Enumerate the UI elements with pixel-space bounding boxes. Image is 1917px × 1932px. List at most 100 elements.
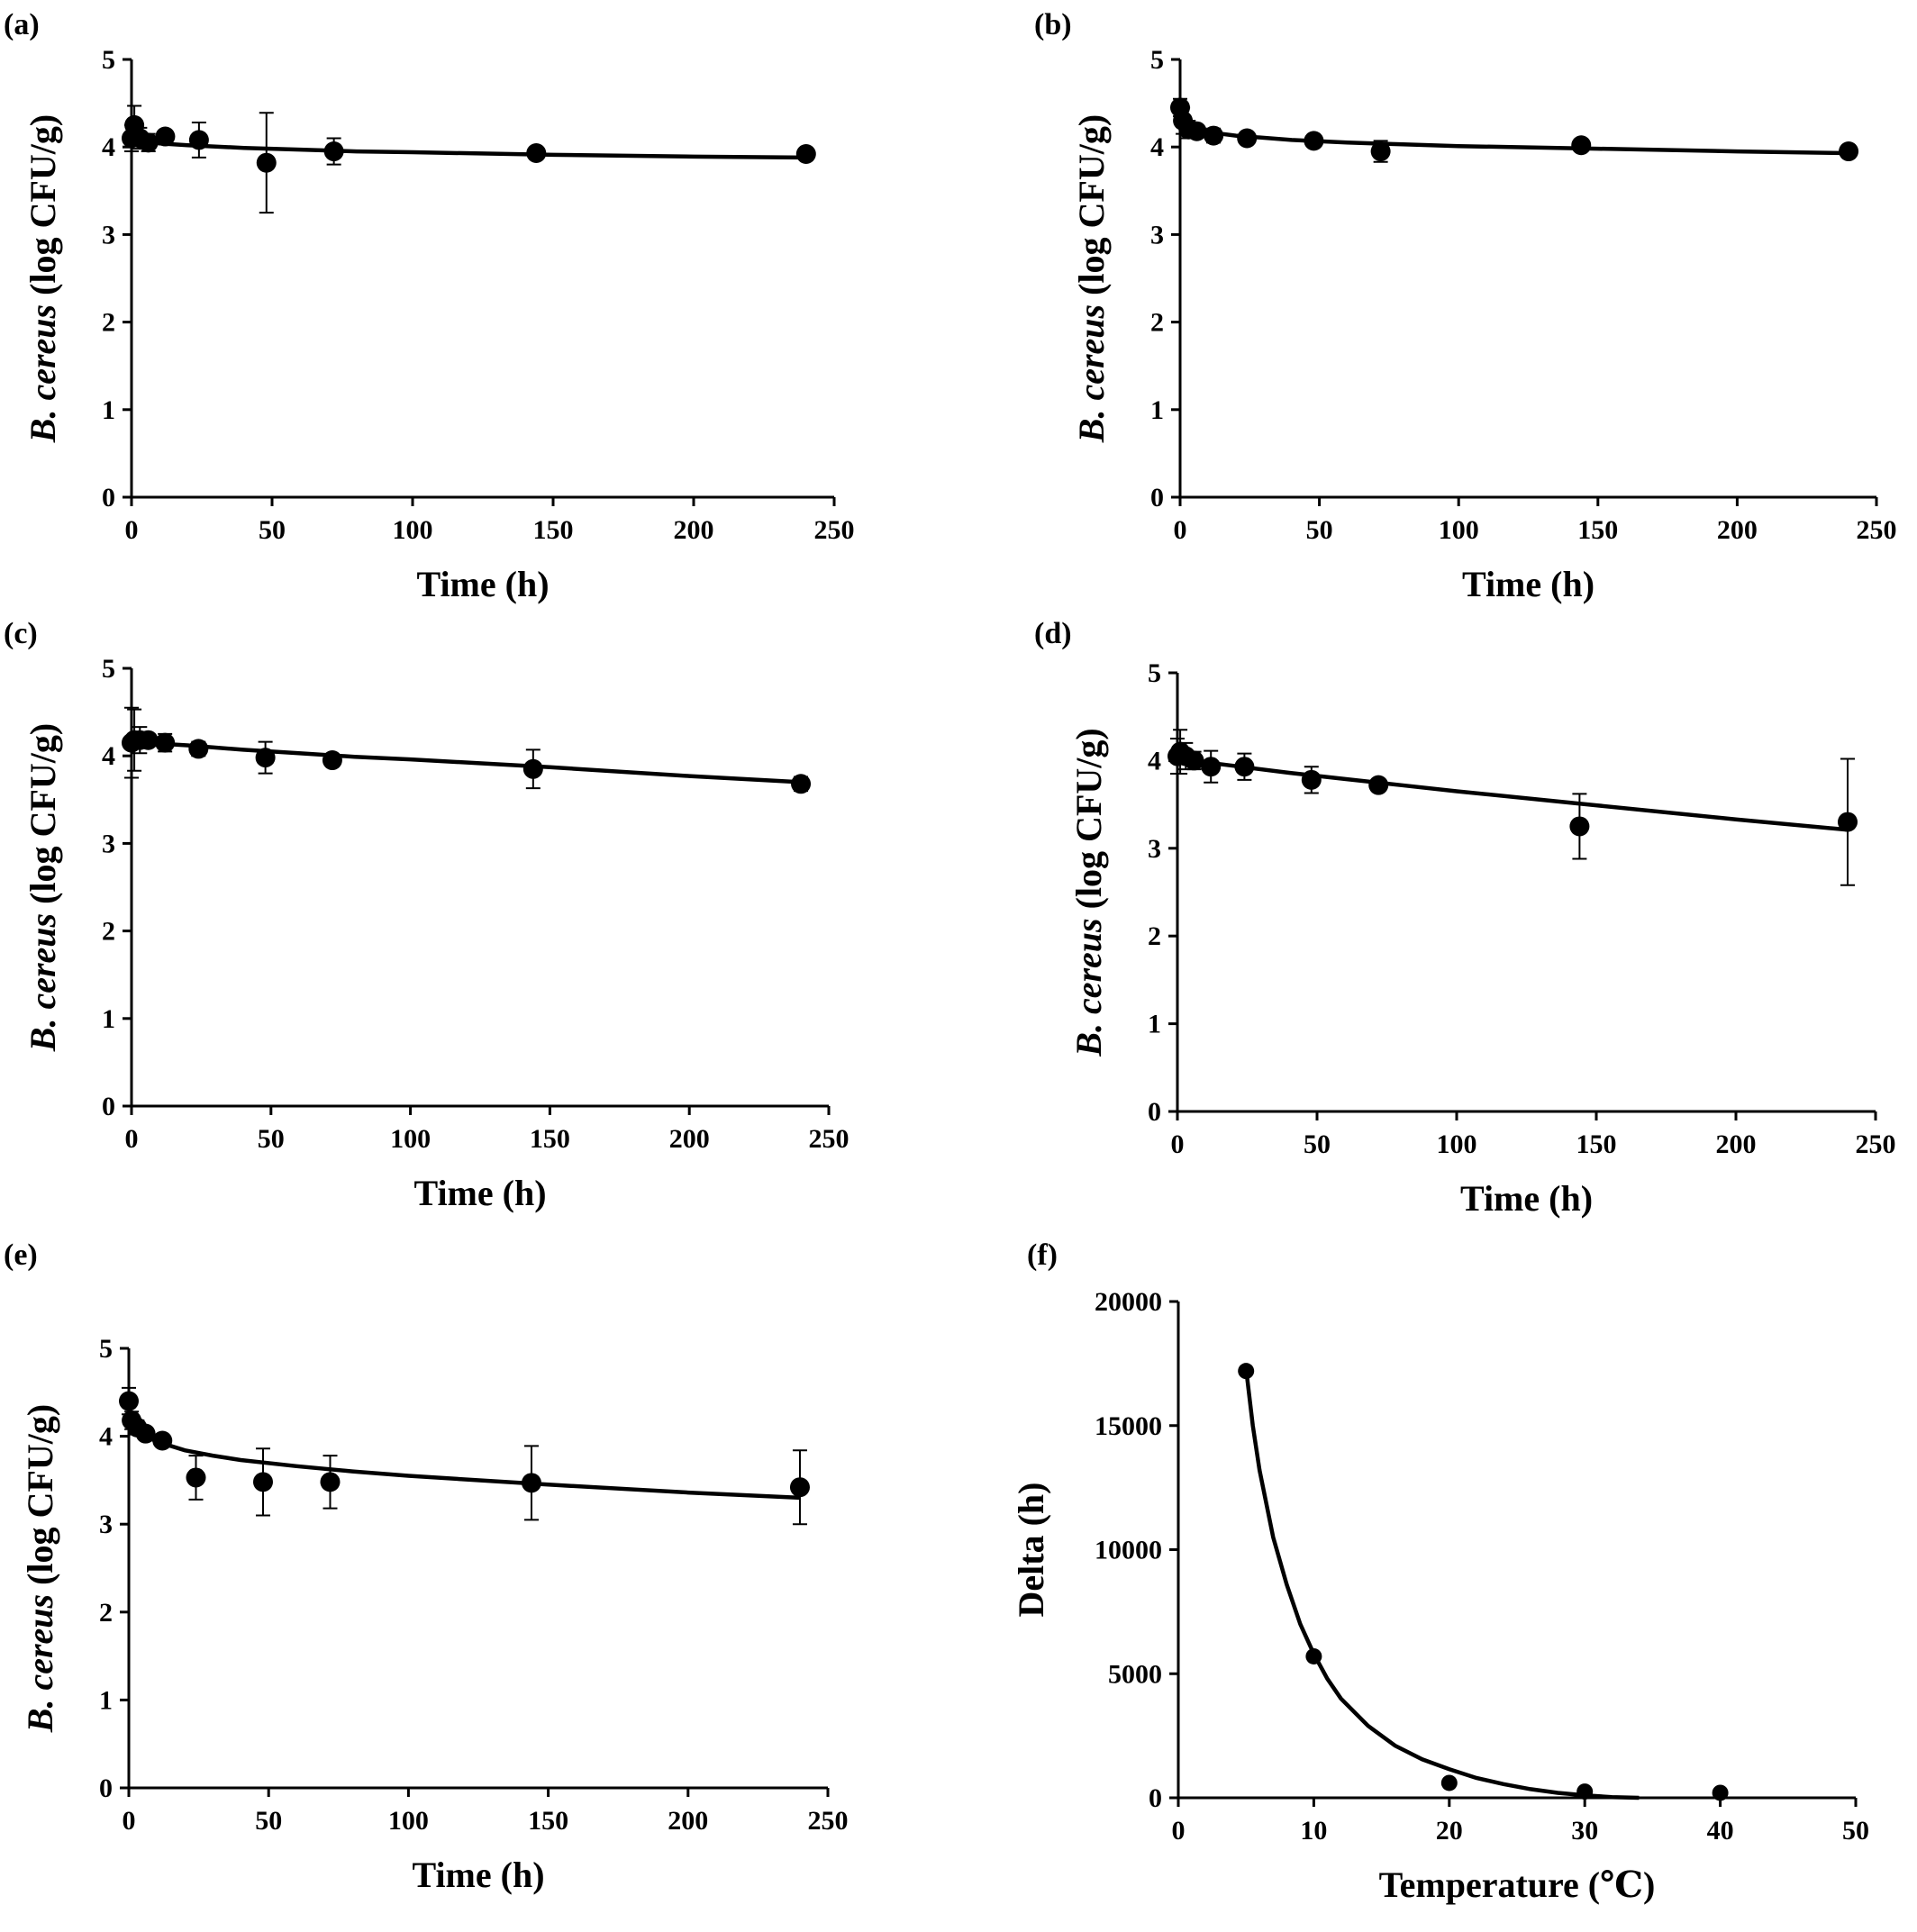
y-axis-title: B. cereus (log CFU/g) <box>23 114 63 443</box>
y-tick-label: 4 <box>102 132 115 162</box>
axes <box>130 59 834 499</box>
data-point <box>155 126 176 147</box>
x-tick-label: 50 <box>258 1124 285 1154</box>
data-point <box>135 1423 156 1444</box>
y-tick-label: 1 <box>99 1685 113 1715</box>
fit-curve <box>131 739 802 785</box>
x-axis-title: Time (h) <box>1462 564 1594 604</box>
y-axis-title-unit: (log CFU/g) <box>20 1404 60 1594</box>
y-tick-label: 4 <box>102 741 115 771</box>
data-point <box>186 1467 206 1488</box>
x-tick-label: 0 <box>1172 1816 1186 1846</box>
data-point <box>1838 812 1858 832</box>
y-tick-label: 3 <box>102 829 115 858</box>
x-tick-label: 250 <box>1856 1129 1896 1159</box>
data-point <box>152 1430 173 1451</box>
fit-curve <box>1177 757 1849 832</box>
data-point <box>1201 757 1222 777</box>
y-tick-label: 2 <box>99 1598 113 1628</box>
x-tick-label: 200 <box>669 1124 710 1154</box>
y-tick-label: 5 <box>99 1334 113 1364</box>
y-axis-title-species: B. cereus <box>1068 918 1109 1057</box>
x-tick-label: 0 <box>123 1806 136 1836</box>
data-point <box>1237 128 1258 149</box>
data-point <box>526 143 547 164</box>
data-point <box>1304 131 1324 151</box>
y-axis-title: B. cereus (log CFU/g) <box>1068 728 1109 1057</box>
data-point <box>1204 125 1224 146</box>
data-point <box>1305 1647 1322 1664</box>
x-tick-label: 100 <box>1439 515 1479 545</box>
data-point <box>1569 816 1590 837</box>
y-tick-label: 5000 <box>1108 1659 1162 1689</box>
panel-label: (a) <box>4 8 40 41</box>
panel-label: (c) <box>4 617 38 650</box>
panel-label: (d) <box>1034 617 1072 650</box>
x-tick-label: 150 <box>1577 515 1618 545</box>
data-point <box>1368 775 1389 795</box>
x-tick-label: 250 <box>808 1806 849 1836</box>
axes <box>1176 673 1876 1113</box>
panel-f: (f) 0 5000 10000 15000 20000 0 10 20 30 40 50 Temper… <box>1011 1238 1869 1905</box>
x-tick-label: 200 <box>668 1806 708 1836</box>
x-tick-label: 200 <box>1716 1129 1757 1159</box>
axes <box>1178 59 1876 499</box>
y-tick-label: 10000 <box>1095 1536 1162 1565</box>
y-axis-title: B. cereus (log CFU/g) <box>1071 114 1112 443</box>
data-point <box>791 774 812 794</box>
x-tick-label: 100 <box>390 1124 431 1154</box>
fit-curve <box>131 138 806 160</box>
data-point <box>1186 121 1207 141</box>
panel-label: (b) <box>1034 8 1072 41</box>
y-tick-label: 3 <box>99 1510 113 1539</box>
x-tick-label: 30 <box>1571 1816 1598 1846</box>
y-axis-title: B. cereus (log CFU/g) <box>20 1404 60 1733</box>
y-tick-label: 5 <box>102 654 115 684</box>
y-tick-label: 5 <box>102 45 115 75</box>
y-axis-title-species: B. cereus <box>20 1594 60 1733</box>
data-point <box>155 732 176 753</box>
data-point <box>1184 750 1204 771</box>
data-point <box>1301 769 1322 790</box>
y-tick-label: 15000 <box>1095 1411 1162 1441</box>
y-tick-label: 2 <box>1150 308 1164 338</box>
data-point <box>320 1472 341 1492</box>
panel-label: (e) <box>4 1238 38 1272</box>
y-axis-title-species: B. cereus <box>23 304 63 443</box>
axes <box>1177 1302 1856 1800</box>
y-axis-title: B. cereus (log CFU/g) <box>23 723 63 1052</box>
x-tick-label: 50 <box>1842 1816 1869 1846</box>
data-point <box>1839 141 1859 162</box>
x-tick-label: 200 <box>1717 515 1758 545</box>
data-point <box>522 758 543 779</box>
y-tick-label: 1 <box>102 1004 115 1034</box>
x-tick-label: 50 <box>1304 1129 1331 1159</box>
data-point <box>1238 1363 1255 1380</box>
y-tick-label: 5 <box>1150 45 1164 75</box>
x-tick-label: 40 <box>1707 1816 1734 1846</box>
fit-curve <box>1178 117 1849 156</box>
y-tick-label: 3 <box>1148 834 1161 864</box>
fit-curve <box>1243 1368 1640 1800</box>
data-point <box>1712 1784 1729 1801</box>
y-tick-label: 0 <box>1150 483 1164 512</box>
x-tick-label: 50 <box>255 1806 282 1836</box>
data-point <box>252 1472 273 1492</box>
y-axis-title-unit: (log CFU/g) <box>23 114 63 304</box>
y-tick-label: 4 <box>99 1422 113 1452</box>
y-tick-label: 3 <box>1150 220 1164 249</box>
y-tick-label: 3 <box>102 220 115 249</box>
axes <box>127 1348 828 1790</box>
data-point <box>322 750 342 771</box>
x-tick-label: 200 <box>674 515 714 545</box>
x-tick-label: 50 <box>1306 515 1333 545</box>
y-tick-label: 0 <box>102 1092 115 1121</box>
y-axis-title-unit: (log CFU/g) <box>1068 728 1109 918</box>
x-axis-title: Time (h) <box>412 1855 544 1895</box>
y-tick-label: 0 <box>102 483 115 512</box>
